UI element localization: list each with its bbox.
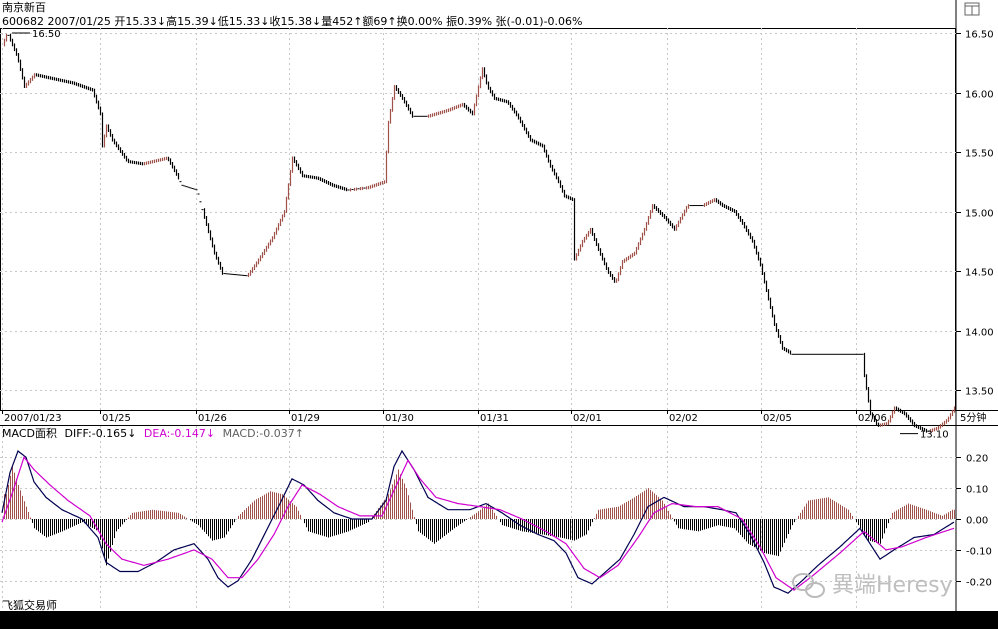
macd-tick-label: -0.20 [966,578,992,589]
price-tick-label: 14.50 [965,268,994,279]
wechat-icon [792,573,825,598]
macd-grid [0,457,956,582]
price-tick-label: 14.00 [965,328,994,339]
period-label[interactable]: 5分钟 [960,411,986,424]
macd-value: -0.037 [259,427,294,440]
stock-title: 南京新百 [2,1,46,14]
macd-histogram [4,466,955,566]
dea-line [1,455,955,591]
macd-arrow: ↑ [295,427,304,440]
day-label: 01/26 [198,413,227,424]
day-label: 01/29 [291,413,320,424]
price-tick-label: 15.50 [965,149,994,160]
min-price-label: 13.10 [920,430,949,441]
time-axis: 2007/01/23 01/25 01/26 01/29 01/30 01/31 02/01… [2,410,887,424]
macd-title: MACD面积 [2,427,57,440]
quote-info-line: 600682 2007/01/25 开15.33↓高15.39↓低15.33↓收… [2,15,583,28]
macd-name: MACD [223,427,256,440]
day-label: 02/01 [573,413,602,424]
day-label: 01/25 [102,413,131,424]
dea-arrow: ↓ [206,427,215,440]
price-tick-label: 13.50 [965,387,994,398]
day-label: 01/30 [385,413,414,424]
brand-label: 飞狐交易师 [2,598,57,612]
day-label: 01/31 [480,413,509,424]
price-grid [0,28,956,611]
macd-tick-label: 0.10 [966,485,988,496]
price-annotations: 16.50 13.10 [12,29,949,441]
price-y-axis: 16.50 16.00 15.50 15.00 14.50 14.00 13.50 [956,30,994,398]
dea-name: DEA [144,427,167,440]
price-tick-label: 16.00 [965,90,994,101]
price-tick-label: 15.00 [965,209,994,220]
dea-value: -0.147 [170,427,205,440]
macd-tick-label: 0.20 [966,454,988,465]
max-price-label: 16.50 [32,29,61,40]
window-restore-icon[interactable] [964,2,980,16]
price-tick-label: 16.50 [965,30,994,41]
candlestick-series [3,33,956,433]
diff-arrow: ↓ [127,427,136,440]
watermark: 異端Heresy [792,573,953,598]
diff-value: -0.165 [92,427,127,440]
day-label: 02/05 [763,413,792,424]
macd-tick-label: -0.10 [966,547,992,558]
day-label: 02/02 [669,413,698,424]
status-bar [0,612,998,629]
macd-header: MACD面积 DIFF:-0.165↓ DEA:-0.147↓ MACD:-0.… [2,427,304,440]
watermark-text: 異端Heresy [832,573,953,598]
macd-tick-label: 0.00 [966,516,988,527]
macd-y-axis: 0.20 0.10 0.00 -0.10 -0.20 [956,454,992,589]
diff-name: DIFF [64,427,88,440]
day-label: 2007/01/23 [4,413,62,424]
